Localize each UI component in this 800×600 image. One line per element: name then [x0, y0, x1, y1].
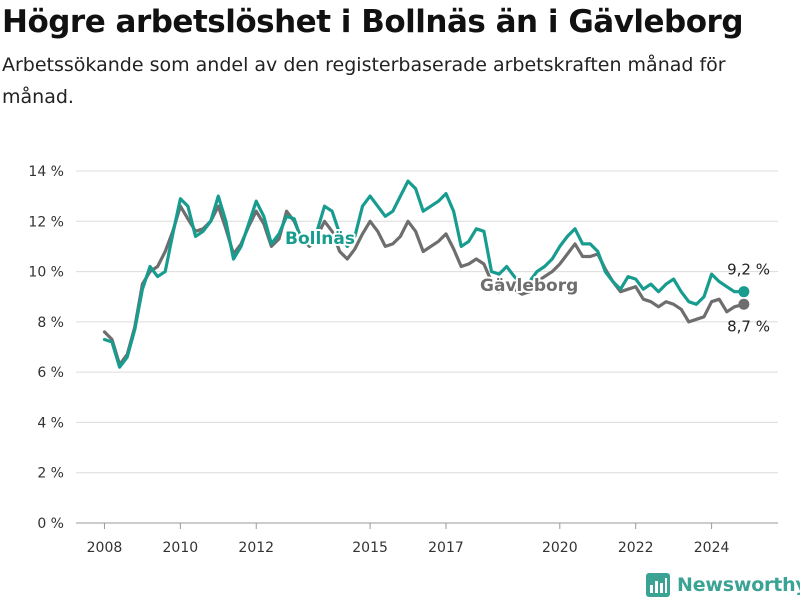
x-tick-label: 2010: [163, 540, 199, 556]
series-end-dot: [738, 298, 750, 310]
y-tick-label: 14 %: [28, 164, 64, 180]
x-axis: 2008 2010 2012 2015 2017 2020 2022 2024: [87, 523, 730, 556]
series-label-gavleborg: Gävleborg: [480, 276, 578, 296]
grid-layer: 0 % 2 % 4 % 6 % 8 % 10 % 12 % 14 %: [28, 164, 778, 532]
series-line-bollnas: [102, 179, 746, 369]
x-tick-label: 2008: [87, 540, 123, 556]
label-layer: 8,7 % 9,2 % Bollnäs Gävleborg: [283, 227, 770, 335]
newsworthy-logo[interactable]: Newsworthy: [645, 570, 800, 600]
y-tick-label: 12 %: [28, 214, 64, 230]
y-tick-label: 0 %: [37, 516, 64, 532]
series-label-bollnas: Bollnäs: [285, 229, 355, 249]
y-tick-label: 6 %: [37, 365, 64, 381]
x-tick-label: 2022: [618, 540, 654, 556]
series-end-dot: [738, 286, 750, 298]
x-tick-label: 2012: [238, 540, 274, 556]
y-tick-label: 4 %: [37, 415, 64, 431]
series-layer: [102, 179, 750, 369]
bar-chart-logo-icon: [646, 573, 670, 597]
series-end-label: 8,7 %: [727, 317, 770, 335]
y-tick-label: 10 %: [28, 265, 64, 281]
x-tick-label: 2017: [428, 540, 464, 556]
chart-subtitle: Arbetssökande som andel av den registerb…: [2, 54, 726, 108]
page-title: Högre arbetslöshet i Bollnäs än i Gävleb…: [2, 4, 744, 40]
y-tick-label: 8 %: [37, 315, 64, 331]
y-tick-label: 2 %: [37, 466, 64, 482]
x-tick-label: 2020: [542, 540, 578, 556]
x-tick-label: 2015: [352, 540, 388, 556]
brand-name: Newsworthy: [677, 574, 800, 596]
series-end-label: 9,2 %: [727, 261, 770, 279]
x-tick-label: 2024: [694, 540, 730, 556]
